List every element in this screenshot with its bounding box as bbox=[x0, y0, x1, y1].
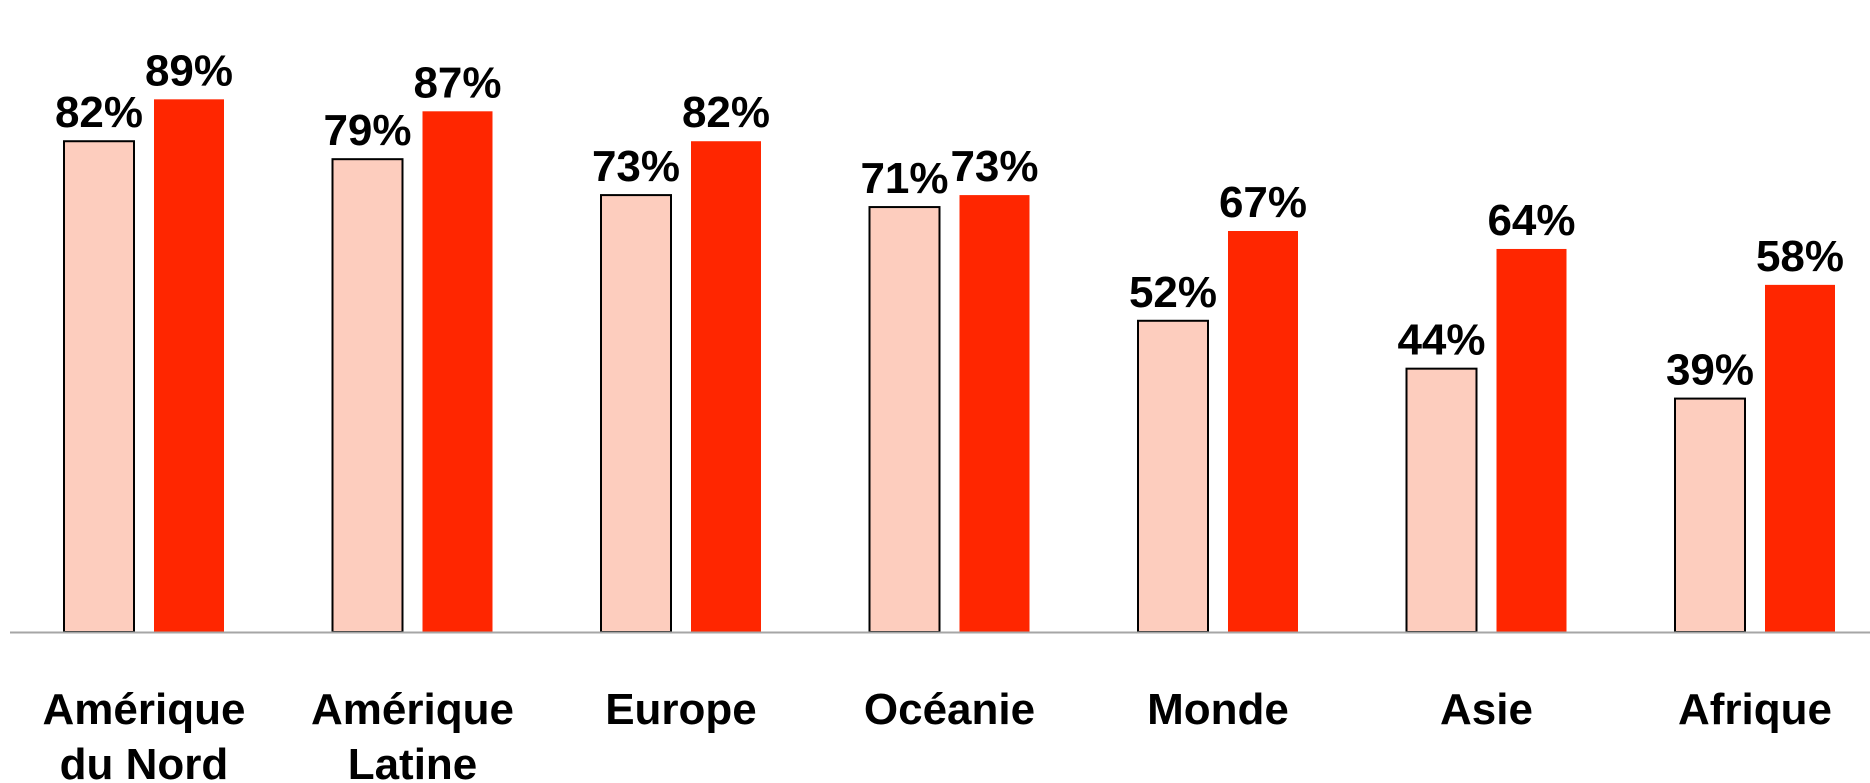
category-label-4: Océanie bbox=[864, 685, 1035, 734]
data-label-series-2-cat-5: 67% bbox=[1219, 178, 1307, 227]
bar-series-1-cat-2 bbox=[331, 158, 404, 633]
data-label-series-2-cat-6: 64% bbox=[1487, 196, 1575, 245]
data-label-series-1-cat-4: 71% bbox=[860, 154, 948, 203]
category-label-2-line-1: Amérique bbox=[311, 685, 514, 734]
data-label-series-1-cat-5: 52% bbox=[1129, 268, 1217, 317]
category-label-1-line-2: du Nord bbox=[60, 740, 229, 783]
bar-series-2-cat-1 bbox=[154, 99, 224, 632]
data-label-series-2-cat-7: 58% bbox=[1756, 232, 1844, 281]
bar-series-2-cat-7 bbox=[1765, 284, 1835, 632]
bars-layer bbox=[63, 99, 1835, 633]
bar-series-2-cat-4 bbox=[959, 195, 1030, 632]
data-label-series-1-cat-7: 39% bbox=[1666, 346, 1754, 395]
category-labels-layer: Amérique du Nord Amérique Latine Europe Océan… bbox=[43, 685, 1832, 783]
bar-series-1-cat-4 bbox=[868, 206, 941, 633]
bar-series-1-cat-7 bbox=[1674, 397, 1746, 633]
data-label-series-2-cat-1: 89% bbox=[145, 46, 233, 95]
category-label-7: Afrique bbox=[1678, 685, 1832, 734]
bar-series-2-cat-6 bbox=[1496, 248, 1567, 632]
bar-series-2-cat-3 bbox=[691, 141, 761, 633]
data-label-series-1-cat-6: 44% bbox=[1397, 316, 1485, 365]
data-label-series-1-cat-1: 82% bbox=[55, 88, 143, 137]
bar-series-2-cat-2 bbox=[422, 111, 493, 633]
data-label-series-1-cat-3: 73% bbox=[592, 142, 680, 191]
data-label-series-2-cat-4: 73% bbox=[950, 142, 1038, 191]
data-label-series-1-cat-2: 79% bbox=[323, 106, 411, 155]
data-label-series-2-cat-2: 87% bbox=[413, 58, 501, 107]
bar-series-1-cat-1 bbox=[63, 140, 135, 633]
category-label-5: Monde bbox=[1147, 685, 1289, 734]
category-label-2-line-2: Latine bbox=[348, 740, 478, 783]
category-label-3: Europe bbox=[605, 685, 757, 734]
data-label-series-2-cat-3: 82% bbox=[682, 88, 770, 137]
bar-series-1-cat-6 bbox=[1405, 367, 1478, 633]
value-labels-layer: 82%89%79%87%73%82%71% 73%52%67%44%64%39%5… bbox=[55, 46, 1844, 394]
bar-series-1-cat-3 bbox=[600, 194, 672, 633]
bar-series-2-cat-5 bbox=[1228, 231, 1298, 632]
bar-series-1-cat-5 bbox=[1137, 319, 1209, 633]
category-label-1-line-1: Amérique bbox=[43, 685, 246, 734]
category-label-6: Asie bbox=[1440, 685, 1533, 734]
